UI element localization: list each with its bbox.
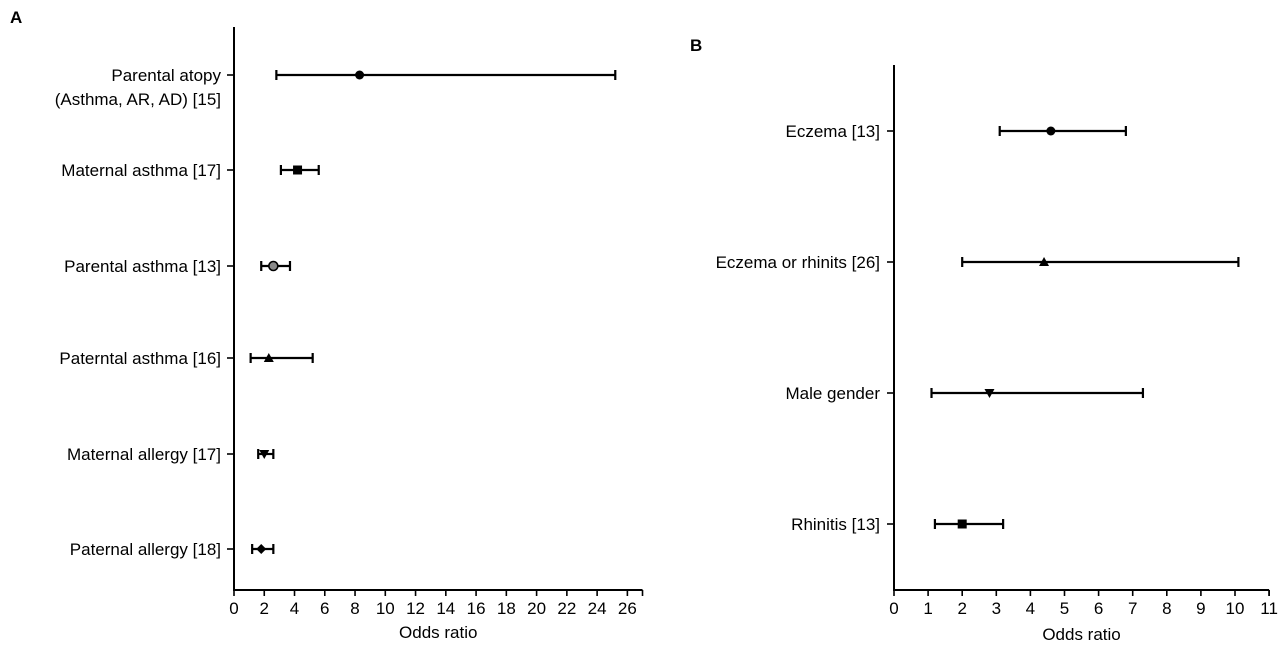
point-estimate-triangle [1039, 257, 1050, 266]
point-estimate-triangle-down [259, 450, 270, 459]
panel-b: B 0 1 2 3 4 5 6 7 8 9 10 11 Odds ratio Eczema [13] Ecze… [690, 36, 1278, 644]
row: Paterntal asthma [16] [59, 349, 314, 368]
point-estimate-circle [355, 70, 365, 80]
x-tick-label: 18 [497, 599, 516, 618]
row-label: Male gender [785, 384, 880, 403]
x-tick-label: 6 [1094, 599, 1103, 618]
x-axis-title: Odds ratio [399, 623, 477, 642]
row-label: Rhinitis [13] [791, 515, 880, 534]
row-label: Paternal allergy [18] [70, 540, 221, 559]
x-tick-label: 8 [350, 599, 359, 618]
point-estimate-triangle [263, 353, 274, 362]
row: Maternal asthma [17] [61, 161, 320, 180]
point-estimate-diamond [256, 544, 267, 554]
row-label: Parental atopy [111, 66, 221, 85]
row: Parental atopy (Asthma, AR, AD) [15] [55, 66, 617, 109]
row-label: Maternal allergy [17] [67, 445, 221, 464]
x-tick-label: 7 [1128, 599, 1137, 618]
row-label: Eczema or rhinits [26] [716, 253, 880, 272]
row: Parental asthma [13] [64, 257, 292, 276]
x-tick-label: 4 [1026, 599, 1035, 618]
row-label: Paterntal asthma [16] [59, 349, 221, 368]
x-tick-label: 11 [1260, 599, 1278, 618]
point-estimate-circle [1046, 126, 1056, 136]
x-tick-label: 14 [436, 599, 455, 618]
row: Paternal allergy [18] [70, 540, 275, 559]
panel-letter: B [690, 36, 702, 55]
x-tick-label: 26 [618, 599, 637, 618]
x-tick-label: 2 [260, 599, 269, 618]
x-tick-label: 5 [1060, 599, 1069, 618]
x-tick-label: 8 [1162, 599, 1171, 618]
row-label: Maternal asthma [17] [61, 161, 221, 180]
x-tick-label: 10 [1226, 599, 1245, 618]
x-tick-label: 22 [557, 599, 576, 618]
x-tick-label: 2 [957, 599, 966, 618]
point-estimate-square [957, 519, 967, 529]
row: Eczema [13] [786, 122, 1127, 141]
x-tick-label: 3 [992, 599, 1001, 618]
row: Maternal allergy [17] [67, 445, 275, 464]
x-tick-label: 1 [923, 599, 932, 618]
x-tick-label: 0 [229, 599, 238, 618]
x-tick-label: 9 [1196, 599, 1205, 618]
x-tick-label: 4 [290, 599, 299, 618]
x-tick-label: 12 [406, 599, 425, 618]
x-axis-title: Odds ratio [1042, 625, 1120, 644]
row: Eczema or rhinits [26] [716, 253, 1240, 272]
x-tick-label: 24 [588, 599, 607, 618]
panel-letter: A [10, 8, 22, 27]
row: Male gender [785, 384, 1145, 403]
row: Rhinitis [13] [791, 515, 1005, 534]
row-label: Eczema [13] [786, 122, 881, 141]
x-tick-label: 10 [376, 599, 395, 618]
x-tick-label: 16 [467, 599, 486, 618]
row-label: Parental asthma [13] [64, 257, 221, 276]
x-tick-label: 6 [320, 599, 329, 618]
point-estimate-triangle-down [984, 389, 995, 398]
x-tick-label: 0 [889, 599, 898, 618]
x-tick-label: 20 [527, 599, 546, 618]
row-label-line2: (Asthma, AR, AD) [15] [55, 90, 221, 109]
point-estimate-circle [268, 260, 279, 272]
point-estimate-square [293, 165, 303, 175]
